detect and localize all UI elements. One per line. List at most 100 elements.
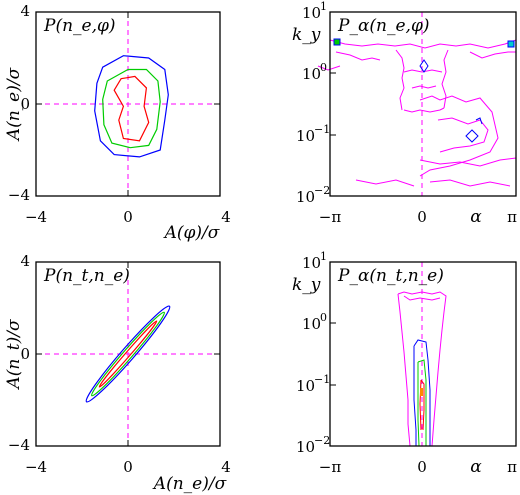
y-tick-label: −4 <box>8 186 30 204</box>
x-tick-label: 0 <box>417 458 427 476</box>
svg-text:10: 10 <box>302 254 321 272</box>
contour-line <box>329 39 517 49</box>
y-tick-label: 10 −1 <box>296 123 330 145</box>
contour-line <box>475 117 483 125</box>
x-tick-label: π <box>507 458 517 476</box>
svg-text:1: 1 <box>320 0 327 13</box>
panel-title: P_α(n_e,φ) <box>337 16 430 36</box>
contour-line-green <box>91 311 165 397</box>
svg-text:10: 10 <box>296 188 315 206</box>
contour-group <box>94 55 169 158</box>
contour-line <box>403 107 445 113</box>
contour-line-blue <box>85 305 171 403</box>
panel-title: P_α(n_t,n_e) <box>337 266 444 286</box>
contour-line <box>413 346 417 446</box>
contour-group <box>317 39 517 187</box>
x-axis-label: α <box>470 207 482 227</box>
x-tick-label: −π <box>319 208 342 226</box>
contour-line <box>397 291 447 447</box>
x-axis-label: A(φ)/σ <box>163 223 220 243</box>
y-tick-label: −4 <box>8 436 30 454</box>
y-axis-label: k_y <box>292 275 321 295</box>
x-tick-label: π <box>507 208 517 226</box>
svg-text:10: 10 <box>296 377 315 395</box>
contour-line <box>420 379 425 431</box>
svg-text:−2: −2 <box>314 434 330 447</box>
svg-text:1: 1 <box>320 250 327 263</box>
y-tick-label: 4 <box>20 252 30 270</box>
panel-p-ne-phi: P(n_e,φ) −4 0 4 4 0 −4 A(φ)/σ A(n_e)/σ <box>4 2 231 243</box>
contour-line <box>403 295 441 301</box>
contour-marker <box>333 38 341 46</box>
contour-line <box>469 51 516 59</box>
x-tick-label: 0 <box>123 458 133 476</box>
x-tick-label: −4 <box>25 208 47 226</box>
svg-text:−2: −2 <box>314 184 330 197</box>
svg-text:10: 10 <box>302 4 321 22</box>
contour-line-green <box>102 68 161 149</box>
y-tick-label: 10 −2 <box>296 434 330 456</box>
x-tick-label: 4 <box>221 208 231 226</box>
contour-line-blue <box>94 55 169 158</box>
x-tick-label: 0 <box>123 208 133 226</box>
svg-text:10: 10 <box>296 127 315 145</box>
contour-line <box>335 51 381 61</box>
contour-line <box>317 65 341 71</box>
svg-text:10: 10 <box>296 438 315 456</box>
y-axis-label: k_y <box>292 25 321 45</box>
panel-p-alpha-nt-ne: P_α(n_t,n_e) k_y 10 1 10 0 10 −1 10 −2 −… <box>292 250 517 477</box>
y-tick-label: 10 −2 <box>296 184 330 206</box>
panel-p-alpha-ne-phi: P_α(n_e,φ) k_y 10 1 10 0 10 −1 10 −2 −π … <box>292 0 517 227</box>
contour-line <box>397 293 411 447</box>
svg-text:−1: −1 <box>314 373 330 386</box>
y-axis-label: A(n_e)/σ <box>4 67 24 142</box>
y-tick-label: 4 <box>20 2 30 20</box>
contour-line <box>419 379 422 431</box>
x-tick-label: 4 <box>221 458 231 476</box>
contour-line <box>411 85 437 89</box>
contour-line <box>403 69 443 73</box>
x-tick-label: −π <box>319 458 342 476</box>
y-axis-label: A(n_t)/σ <box>4 319 24 391</box>
x-axis-label: α <box>470 457 482 477</box>
contour-line <box>429 179 511 187</box>
svg-text:−1: −1 <box>314 123 330 136</box>
panel-p-nt-ne: P(n_t,n_e) −4 0 4 4 0 −4 A(n_e)/σ A(n_t)… <box>4 252 231 494</box>
contour-marker <box>507 40 515 48</box>
contour-line-red <box>113 75 150 142</box>
y-tick-label: 0 <box>20 345 30 363</box>
plot-frame <box>329 11 517 197</box>
y-tick-label: 10 1 <box>302 250 327 272</box>
panel-title: P(n_e,φ) <box>43 16 116 36</box>
y-tick-label: 10 0 <box>302 61 327 83</box>
svg-text:0: 0 <box>320 311 327 324</box>
svg-text:10: 10 <box>302 65 321 83</box>
contour-line <box>419 59 429 73</box>
contour-line <box>419 157 517 167</box>
y-tick-label: 10 0 <box>302 311 327 333</box>
x-tick-label: −4 <box>25 458 47 476</box>
contour-group-inner <box>333 38 515 143</box>
contour-line <box>395 49 405 111</box>
contour-line <box>413 339 431 446</box>
svg-text:0: 0 <box>320 61 327 74</box>
contour-group <box>397 291 447 447</box>
plot-frame <box>329 261 517 447</box>
y-tick-label: 0 <box>20 95 30 113</box>
contour-line <box>437 117 489 153</box>
y-tick-label: 10 1 <box>302 0 327 22</box>
x-axis-label: A(n_e)/σ <box>152 474 227 494</box>
svg-text:10: 10 <box>302 315 321 333</box>
contour-line <box>419 95 499 177</box>
contour-group <box>85 305 171 403</box>
y-tick-label: 10 −1 <box>296 373 330 395</box>
contour-marker <box>420 388 423 396</box>
contour-line-red <box>98 320 158 388</box>
contour-line <box>417 362 420 447</box>
contour-line <box>355 179 415 187</box>
contour-line <box>417 359 427 446</box>
panel-title: P(n_t,n_e) <box>43 266 130 286</box>
x-tick-label: 0 <box>417 208 427 226</box>
contour-line <box>465 129 479 143</box>
